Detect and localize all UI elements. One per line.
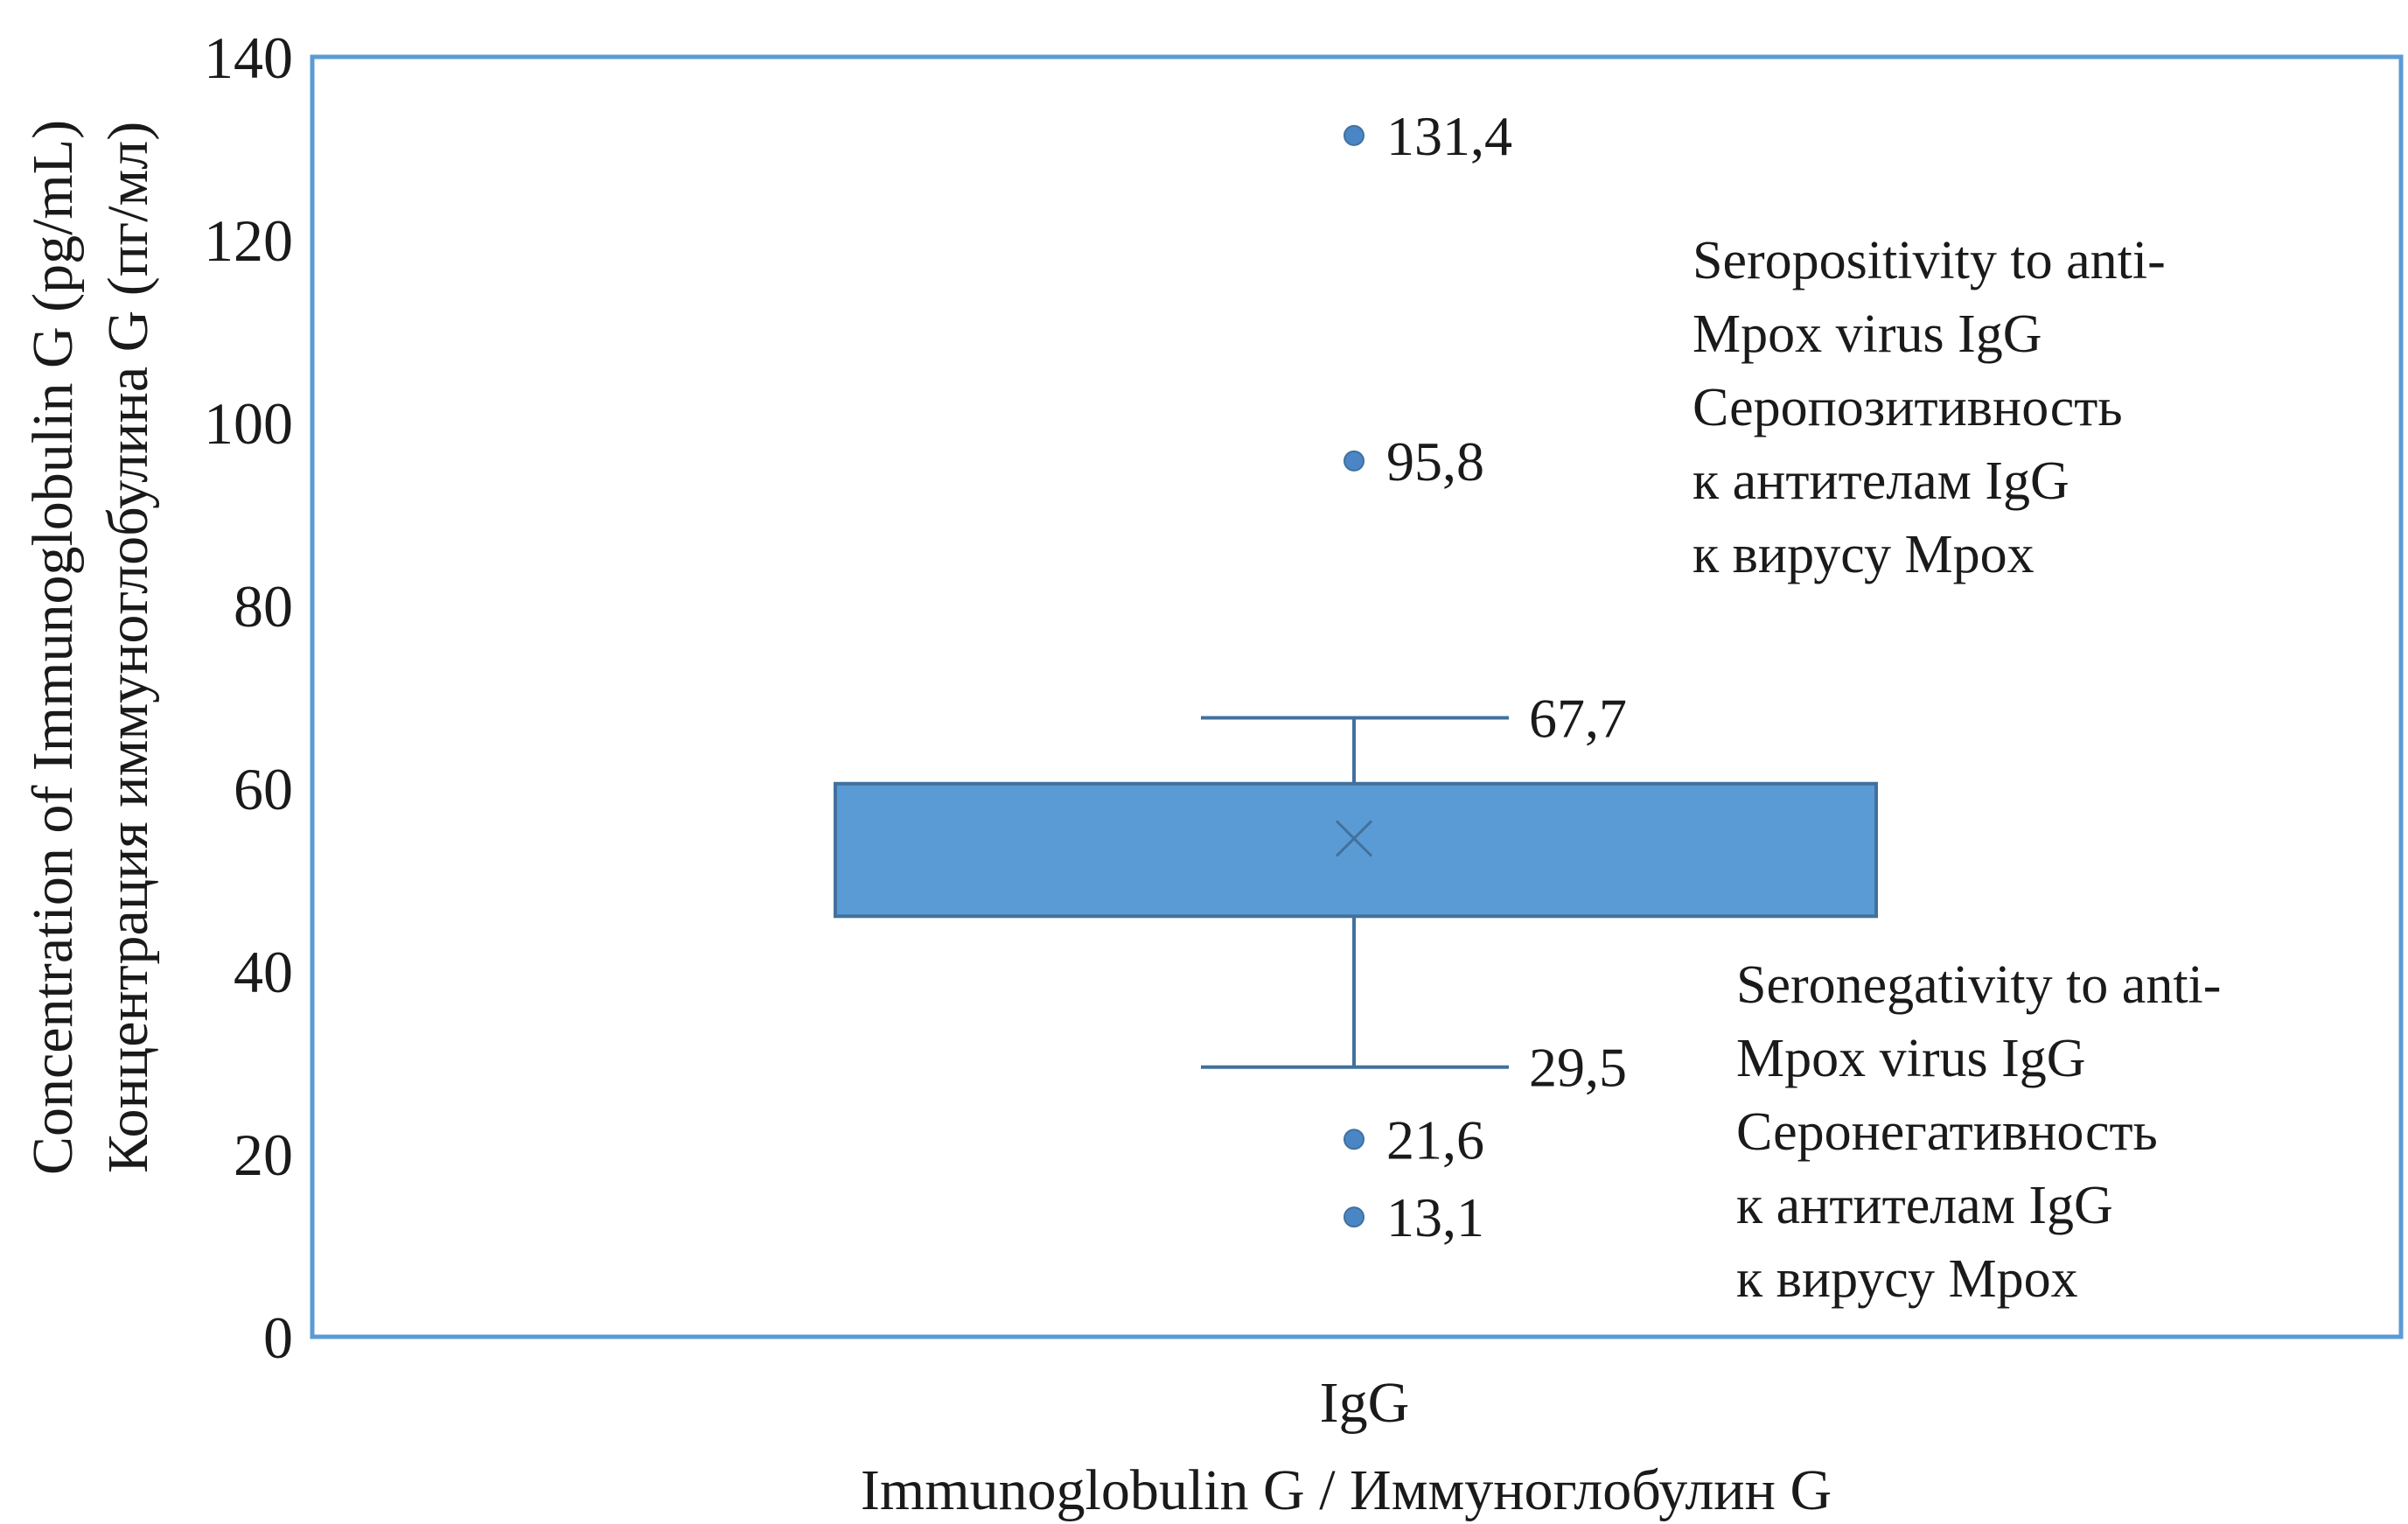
- outlier-label: 21,6: [1386, 1108, 1484, 1171]
- outlier-label: 131,4: [1386, 105, 1512, 167]
- y-tick-label: 60: [234, 756, 293, 822]
- seronegativity-annotation: Seronegativity to anti- Mpox virus IgG С…: [1736, 955, 2221, 1309]
- y-axis-title-line-1: Concentration of Immunoglobulin G (pg/mL…: [21, 120, 85, 1175]
- outlier-label: 95,8: [1386, 430, 1484, 493]
- y-tick-labels: 0 20 40 60 80 100 120 140: [204, 24, 293, 1371]
- y-tick-label: 120: [204, 207, 293, 274]
- outlier-point: 21,6: [1344, 1108, 1484, 1171]
- seropositivity-line-3: Серопозитивность: [1693, 378, 2123, 437]
- seronegativity-line-4: к антителам IgG: [1736, 1176, 2113, 1235]
- outlier-point: 13,1: [1344, 1186, 1484, 1248]
- y-tick-label: 100: [204, 390, 293, 457]
- outlier-label: 13,1: [1386, 1186, 1484, 1248]
- outlier-point: 95,8: [1344, 430, 1484, 493]
- mean-marker: [1335, 820, 1373, 857]
- seronegativity-line-5: к вирусу Mpox: [1736, 1249, 2078, 1309]
- seronegativity-line-1: Seronegativity to anti-: [1736, 955, 2221, 1015]
- outlier-dot: [1344, 1206, 1365, 1228]
- y-tick-label: 0: [263, 1304, 293, 1371]
- seropositivity-line-1: Seropositivity to anti-: [1693, 231, 2166, 290]
- seropositivity-line-4: к антителам IgG: [1693, 451, 2069, 511]
- outlier-dot: [1344, 1129, 1365, 1150]
- outlier-dot: [1344, 124, 1365, 146]
- seropositivity-line-2: Mpox virus IgG: [1693, 304, 2042, 364]
- interquartile-box: [834, 781, 1878, 919]
- y-tick-label: 80: [234, 573, 293, 640]
- y-axis-title: Concentration of Immunoglobulin G (pg/mL…: [21, 120, 160, 1175]
- plot-frame: [310, 54, 2404, 1339]
- y-tick-label: 20: [234, 1122, 293, 1188]
- whisker-high-label: 67,7: [1529, 688, 1627, 750]
- outlier-points: 131,4 95,8 21,6 13,1: [1344, 105, 1512, 1248]
- outlier-dot: [1344, 450, 1365, 472]
- x-axis-title: Immunoglobulin G / Иммуноглобулин G: [861, 1458, 1832, 1522]
- seronegativity-line-2: Mpox virus IgG: [1736, 1029, 2086, 1088]
- seropositivity-annotation: Seropositivity to anti- Mpox virus IgG С…: [1693, 231, 2166, 584]
- seropositivity-line-5: к вирусу Mpox: [1693, 525, 2035, 584]
- y-tick-label: 140: [204, 24, 293, 91]
- seronegativity-line-3: Серонегативность: [1736, 1102, 2158, 1162]
- x-category-label: IgG: [1320, 1371, 1410, 1435]
- whisker-low-label: 29,5: [1529, 1037, 1627, 1099]
- y-tick-label: 40: [234, 939, 293, 1005]
- outlier-point: 131,4: [1344, 105, 1512, 167]
- y-axis-title-line-2: Концентрация иммуноглобулина G (пг/мл): [96, 122, 160, 1173]
- mean-marker-stroke-2: [1335, 820, 1373, 857]
